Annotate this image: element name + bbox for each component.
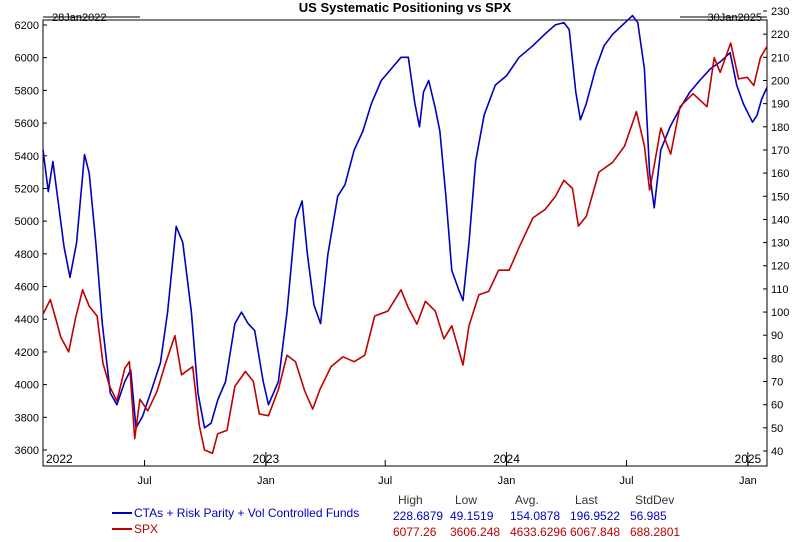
x-axis-month-label: Jan <box>498 475 516 487</box>
stats-header: StdDev <box>635 493 675 507</box>
stats-cell: 6077.26 <box>393 525 437 539</box>
stats-cell: 688.2801 <box>630 525 681 539</box>
right-axis-tick-label: 170 <box>771 145 789 157</box>
right-axis-tick-label: 50 <box>771 423 783 435</box>
right-axis-tick-label: 40 <box>771 446 783 458</box>
right-axis-tick-label: 220 <box>771 29 789 41</box>
chart-title: US Systematic Positioning vs SPX <box>299 0 512 15</box>
series-layer <box>42 14 768 455</box>
stats-cell: 228.6879 <box>393 509 444 523</box>
right-axis-tick-label: 150 <box>771 191 789 203</box>
left-axis-tick-label: 5800 <box>15 85 39 97</box>
stats-cell: 4633.6296 <box>510 525 567 539</box>
left-axis-tick-label: 5400 <box>15 151 39 163</box>
legend-label: SPX <box>134 522 158 536</box>
stats-header: Last <box>575 493 598 507</box>
x-axis-year-label: 2025 <box>735 452 762 466</box>
x-axis-year-label: 2024 <box>493 452 520 466</box>
stats-header: High <box>398 493 423 507</box>
x-axis-month-label: Jul <box>620 475 634 487</box>
right-axis-tick-label: 100 <box>771 307 789 319</box>
left-axis-tick-label: 5600 <box>15 118 39 130</box>
start-date-label: 28Jan2022 <box>52 12 106 24</box>
stats-header: Low <box>455 493 478 507</box>
x-axis-month-label: Jan <box>739 475 757 487</box>
x-axis-year-label: 2023 <box>253 452 280 466</box>
left-axis-tick-label: 3600 <box>15 445 39 457</box>
left-axis-tick-label: 4400 <box>15 314 39 326</box>
right-axis-tick-label: 90 <box>771 330 783 342</box>
legend-label: CTAs + Risk Parity + Vol Controlled Fund… <box>134 506 359 520</box>
right-axis-tick-label: 80 <box>771 353 783 365</box>
right-axis-tick-label: 130 <box>771 238 789 250</box>
right-axis-tick-label: 180 <box>771 122 789 134</box>
x-axis-month-label: Jul <box>378 475 392 487</box>
x-axis-year-label: 2022 <box>46 452 73 466</box>
plot-frame <box>42 19 768 467</box>
x-axis-month-label: Jan <box>257 475 275 487</box>
stats-header: Avg. <box>515 493 539 507</box>
left-axis: 3600 3800 4000 4200 4400 4600 4800 5000 5200 5400… <box>15 20 47 457</box>
end-date-label: 30Jan2025 <box>708 12 762 24</box>
left-axis-tick-label: 4600 <box>15 282 39 294</box>
right-axis-tick-label: 110 <box>771 284 789 296</box>
positioning-series-line <box>42 14 768 429</box>
left-axis-tick-label: 4800 <box>15 249 39 261</box>
left-axis-tick-label: 4200 <box>15 347 39 359</box>
right-axis-tick-label: 230 <box>771 6 789 18</box>
right-axis-tick-label: 60 <box>771 400 783 412</box>
left-axis-tick-label: 5000 <box>15 216 39 228</box>
left-axis-tick-label: 6000 <box>15 53 39 65</box>
left-axis-tick-label: 3800 <box>15 412 39 424</box>
left-axis-tick-label: 5200 <box>15 183 39 195</box>
left-axis-tick-label: 4000 <box>15 380 39 392</box>
right-axis-tick-label: 140 <box>771 214 789 226</box>
legend: CTAs + Risk Parity + Vol Controlled Fund… <box>112 506 359 536</box>
right-axis-tick-label: 190 <box>771 99 789 111</box>
right-axis-tick-label: 210 <box>771 52 789 64</box>
right-axis-tick-label: 120 <box>771 261 789 273</box>
right-axis-tick-label: 70 <box>771 377 783 389</box>
left-axis-tick-label: 6200 <box>15 20 39 32</box>
x-axis-month-label: Jul <box>138 475 152 487</box>
right-axis: 40 50 60 70 80 90 100 110 120 130 140 150 160 170 180 1… <box>763 6 789 458</box>
stats-cell: 56.985 <box>630 509 667 523</box>
stats-cell: 154.0878 <box>510 509 561 523</box>
stats-cell: 3606.248 <box>450 525 501 539</box>
right-axis-tick-label: 200 <box>771 75 789 87</box>
stats-cell: 49.1519 <box>450 509 494 523</box>
spx-series-line <box>42 42 768 455</box>
right-axis-tick-label: 160 <box>771 168 789 180</box>
stats-cell: 6067.848 <box>570 525 621 539</box>
x-axis: Jul Jan Jul Jan Jul Jan 2022 2023 2024 2025 <box>46 452 762 487</box>
stats-cell: 196.9522 <box>570 509 621 523</box>
